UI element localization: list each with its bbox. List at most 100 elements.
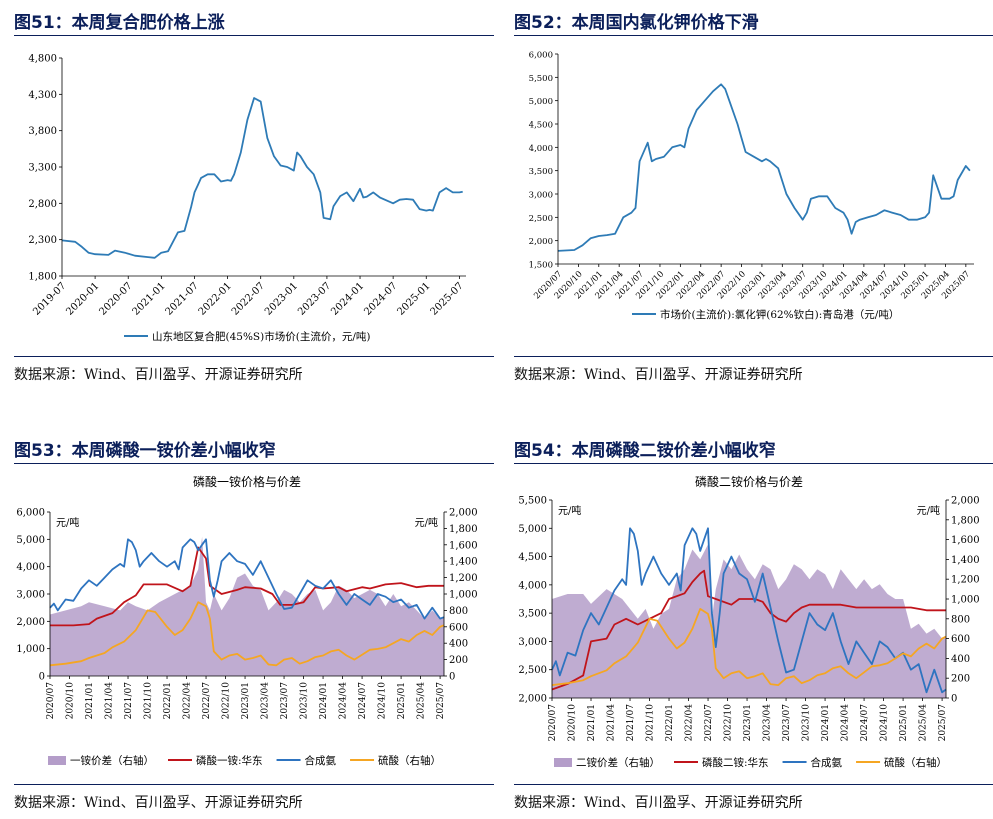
x-tick-label: 2025/07 (436, 682, 446, 720)
x-tick-label: 2020-07 (97, 281, 134, 318)
y-tick-label: 4,500 (529, 121, 553, 131)
y-tick-label: 2,000 (529, 237, 553, 247)
x-tick-label: 2021/07 (626, 704, 636, 742)
legend-label: 磷酸一铵:华东 (196, 754, 263, 767)
x-tick-label: 2020/07 (548, 704, 558, 742)
series-line-3 (49, 538, 445, 620)
x-tick-label: 2023/04 (763, 704, 773, 742)
legend-label: 硫酸（右轴） (378, 754, 441, 767)
y-right-tick-label: 400 (951, 654, 970, 665)
figure-53: 图53：本周磷酸一铵价差小幅收窄 磷酸一铵价格与价差 0 1,000 2,000 3,0… (14, 436, 500, 816)
x-tick-label: 2023-07 (296, 281, 333, 318)
x-tick-label: 2021/04 (607, 704, 617, 742)
data-source: 数据来源：Wind、百川盈孚、开源证券研究所 (14, 795, 303, 811)
chart-svg: 磷酸一铵价格与价差 0 1,000 2,000 3,000 4,000 5,000 6,000… (16, 474, 478, 767)
series-line-3 (551, 527, 947, 694)
y-tick-label: 2,500 (529, 214, 553, 224)
x-tick-label: 2025/04 (417, 682, 427, 720)
y-tick-label: 1,500 (529, 261, 553, 271)
x-tick-label: 2023/07 (782, 704, 792, 742)
legend-label: 山东地区复合肥(45%S)市场价(主流价，元/吨) (152, 330, 370, 343)
y-tick-label: 2,300 (28, 235, 57, 246)
x-tick-label: 2022/07 (202, 682, 212, 720)
x-tick-label: 2019-07 (31, 281, 68, 318)
figure-title: 图52：本周国内氯化钾价格下滑 (514, 13, 759, 33)
x-tick-label: 2025/07 (938, 704, 948, 742)
legend-item: 合成氨 (782, 756, 843, 769)
y-axis-unit-left: 元/吨 (558, 504, 581, 517)
legend-label: 合成氨 (811, 756, 843, 769)
x-tick-label: 2020-01 (64, 281, 101, 318)
y-tick-label: 3,000 (16, 590, 45, 601)
x-tick-label: 2024/10 (378, 682, 388, 720)
y-right-tick-label: 2,000 (951, 496, 980, 507)
y-right-tick-label: 1,800 (449, 524, 478, 535)
x-tick-label: 2024/01 (821, 704, 831, 741)
y-right-tick-label: 1,200 (449, 573, 478, 584)
y-tick-label: 0 (39, 672, 45, 683)
x-tick-label: 2023/10 (802, 704, 812, 742)
x-tick-label: 2022/01 (163, 682, 173, 719)
x-tick-label: 2024/04 (339, 682, 349, 720)
legend-item: 磷酸二铵:华东 (674, 756, 769, 769)
source-divider (514, 784, 993, 785)
y-tick-label: 3,500 (529, 167, 553, 177)
y-axis-unit-left: 元/吨 (56, 516, 79, 529)
figure-54: 图54：本周磷酸二铵价差小幅收窄 磷酸二铵价格与价差 2,000 2,500 3,00… (514, 436, 993, 816)
data-source: 数据来源：Wind、百川盈孚、开源证券研究所 (514, 367, 803, 383)
y-right-tick-label: 800 (951, 614, 970, 625)
x-tick-label: 2021/10 (646, 704, 656, 742)
legend-label: 二铵价差（右轴） (576, 756, 660, 769)
data-source: 数据来源：Wind、百川盈孚、开源证券研究所 (14, 367, 303, 383)
x-tick-label: 2024/01 (319, 682, 329, 719)
chart-title: 磷酸一铵价格与价差 (193, 474, 301, 489)
y-tick-label: 2,500 (518, 665, 547, 676)
title-divider (14, 463, 494, 464)
source-divider (514, 356, 993, 357)
y-right-tick-label: 0 (951, 694, 957, 705)
legend-label: 一铵价差（右轴） (70, 754, 154, 767)
legend-label: 合成氨 (305, 754, 337, 767)
y-tick-label: 4,000 (16, 562, 45, 573)
figure-51: 图51：本周复合肥价格上涨 1,800 2,300 2,800 3,300 3,800 4… (14, 8, 500, 388)
y-tick-label: 5,000 (16, 535, 45, 546)
y-tick-label: 1,000 (16, 644, 45, 655)
x-tick-label: 2023/04 (261, 682, 271, 720)
legend-swatch (554, 758, 572, 767)
y-right-tick-label: 600 (951, 634, 970, 645)
y-tick-label: 4,000 (518, 580, 547, 591)
y-tick-label: 3,500 (518, 609, 547, 620)
x-tick-label: 2022/10 (724, 704, 734, 742)
figure-title: 图51：本周复合肥价格上涨 (14, 13, 225, 33)
series-line-2 (50, 546, 444, 627)
legend-label: 市场价(主流价):氯化钾(62%钦白):青岛港（元/吨） (660, 308, 899, 321)
y-tick-label: 2,000 (16, 617, 45, 628)
y-tick-label: 1,800 (28, 272, 57, 283)
y-right-tick-label: 0 (449, 672, 455, 683)
x-tick-label: 2022/07 (704, 704, 714, 742)
x-tick-label: 2022-07 (230, 281, 267, 318)
y-right-tick-label: 2,000 (449, 508, 478, 519)
x-tick-label: 2021-07 (164, 281, 201, 318)
y-right-tick-label: 1,800 (951, 515, 980, 526)
y-axis-unit-right: 元/吨 (917, 504, 940, 517)
y-tick-label: 2,000 (518, 694, 547, 705)
x-tick-label: 2024-07 (362, 281, 399, 318)
source-divider (14, 356, 494, 357)
x-tick-label: 2021-01 (131, 281, 168, 318)
y-tick-label: 4,300 (28, 90, 57, 101)
title-divider (14, 35, 494, 36)
x-tick-label: 2021/07 (124, 682, 134, 720)
x-tick-label: 2023/10 (300, 682, 310, 720)
x-tick-label: 2020/07 (46, 682, 56, 720)
legend-item: 合成氨 (276, 754, 337, 767)
legend-label: 磷酸二铵:华东 (702, 756, 769, 769)
legend-item: 山东地区复合肥(45%S)市场价(主流价，元/吨) (124, 330, 370, 343)
x-tick-label: 2024/10 (880, 704, 890, 742)
x-tick-label: 2022-01 (197, 281, 234, 318)
x-tick-label: 2020/10 (66, 682, 76, 720)
y-right-tick-label: 400 (449, 639, 468, 650)
y-right-tick-label: 1,000 (449, 590, 478, 601)
y-tick-label: 5,500 (529, 74, 553, 84)
y-tick-label: 3,300 (28, 163, 57, 174)
